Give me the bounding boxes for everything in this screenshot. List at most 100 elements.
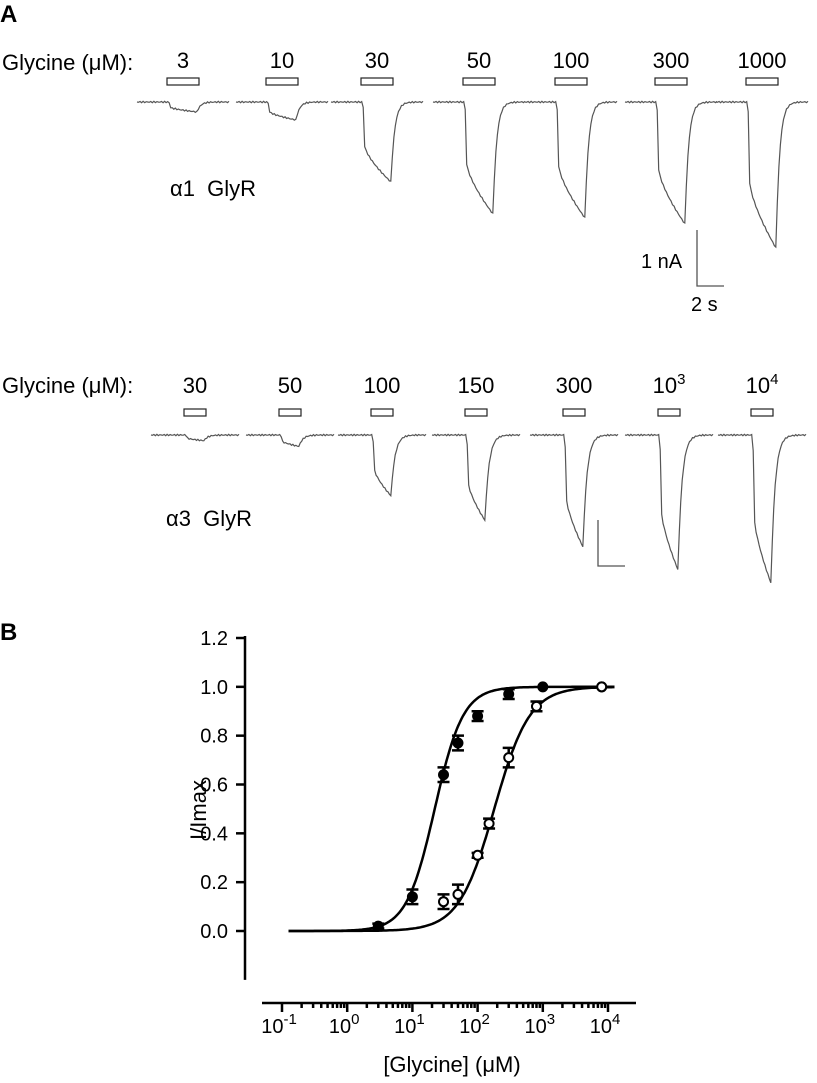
data-point-s0-3 [452,737,464,749]
row2-trace-0 [150,433,240,442]
row2-concentration-base-1: 50 [278,373,302,398]
row2-concentration-base-5: 10 [653,373,677,398]
row2-trace-2 [337,433,427,498]
row2-receptor-label: α3 GlyR [166,506,252,531]
y-tick-label-1: 0.2 [200,872,228,894]
row2-concentration-0: 30 [183,373,207,398]
data-point-s1-1 [452,888,464,900]
row1-concentration-4: 100 [553,48,590,73]
row1-receptor-alpha: α1 [170,176,195,201]
row1-receptor-label: α1 GlyR [170,176,256,201]
row1-trace-2 [330,100,424,182]
data-point-s0-1 [406,891,418,903]
x-tick-label-2: 101 [394,1011,425,1038]
data-point-s1-4 [503,752,515,764]
x-tick-exp-5: 4 [612,1011,620,1028]
y-tick-label-3: 0.6 [200,775,228,797]
row1-trace-1 [235,100,329,121]
data-point-s0-6 [537,681,549,693]
x-tick-label-3: 102 [459,1011,490,1038]
row1-trace-4 [524,100,618,218]
x-tick-base-3: 10 [459,1016,481,1038]
y-axis-label: I/Imax [186,780,211,840]
row2-application-bar-0 [183,408,207,417]
row2-concentration-base-6: 10 [746,373,770,398]
x-tick-base-1: 10 [329,1016,351,1038]
row1-application-bar-2 [360,77,394,86]
y-tick-label-4: 0.8 [200,726,228,748]
x-ticks: 10-1 100 101 102 103 104 [261,1003,620,1038]
row1-receptor-name: GlyR [207,176,256,201]
dose-response-chart: 0.00.20.40.60.81.01.2 10-1 100 101 102 103 10… [186,628,636,1077]
row2-concentration-2: 100 [364,373,401,398]
row2-concentrations: 30 50 100 150 300 103 104 [183,371,779,398]
data-point-s1-5 [530,700,542,712]
row1-concentrations: 3 10 30 50 100 300 1000 [177,48,787,73]
row2-concentration-4: 300 [556,373,593,398]
row2-application-bar-4 [562,408,586,417]
row1-concentration-0: 3 [177,48,189,73]
row1-concentration-3: 50 [467,48,491,73]
x-tick-exp-1: 0 [351,1011,359,1028]
x-tick-exp-4: 3 [547,1011,555,1028]
row1-application-bar-0 [166,77,200,86]
row1-trace-5 [624,100,718,225]
panel-a-letter: A [0,1,17,28]
data-point-s0-0 [372,920,384,932]
x-tick-label-0: 10-1 [261,1011,297,1038]
panel-b-letter: B [0,619,17,646]
x-tick-exp-0: -1 [283,1011,296,1028]
row2-concentration-5: 103 [653,371,686,398]
row2-concentration-base-0: 30 [183,373,207,398]
data-point-s0-2 [438,769,450,781]
row2-receptor-alpha: α3 [166,506,191,531]
y-ticks: 0.0 0.2 0.4 0.6 0.8 1.0 1.2 [200,628,245,943]
row1-current-traces [136,100,809,249]
x-tick-base-2: 10 [394,1016,416,1038]
row1-application-bar-1 [265,77,299,86]
x-tick-label-5: 104 [590,1011,621,1038]
x-tick-label-1: 100 [329,1011,360,1038]
row2-trace-3 [431,433,521,523]
row1-trace-6 [715,100,809,249]
row1-application-bar-6 [745,77,779,86]
fit-curve-0 [288,685,615,933]
row2-scale-bar [597,520,625,567]
scale-time-label: 2 s [691,294,718,316]
x-tick-base-0: 10 [261,1016,283,1038]
y-tick-label-5: 1.0 [200,677,228,699]
row2-concentration-base-4: 300 [556,373,593,398]
row1-trace-0 [136,100,230,114]
row1-glycine-label: Glycine (μM): [2,50,133,75]
row2-application-bar-3 [464,408,488,417]
row2-trace-1 [245,433,335,448]
row1-concentration-1: 10 [270,48,294,73]
row1-trace-3 [432,100,526,214]
row2-concentration-base-3: 150 [458,373,495,398]
x-axis-label: [Glycine] (μM) [383,1052,520,1077]
row2-concentration-exp-6: 4 [770,371,778,388]
y-tick-label-2: 0.4 [200,823,228,845]
row1-application-bar-3 [462,77,496,86]
row2-glycine-label: Glycine (μM): [2,373,133,398]
row2-application-bar-5 [657,408,681,417]
row2-receptor-name: GlyR [203,506,252,531]
scale-current-label: 1 nA [641,251,683,273]
data-point-s0-5 [503,688,515,700]
row2-trace-5 [624,433,714,570]
fit-curves [288,685,615,933]
data-point-s0-4 [472,710,484,722]
row2-application-bars [183,408,774,417]
row2-application-bar-2 [370,408,394,417]
row2-concentration-1: 50 [278,373,302,398]
row1-scale-bar [696,230,724,287]
row2-concentration-base-2: 100 [364,373,401,398]
data-point-s1-2 [472,849,484,861]
y-tick-label-6: 1.2 [200,628,228,650]
x-tick-exp-3: 2 [482,1011,490,1028]
data-point-s1-3 [483,818,495,830]
data-points [372,681,608,932]
row2-application-bar-6 [750,408,774,417]
row1-concentration-5: 300 [653,48,690,73]
row2-current-traces [150,433,807,584]
